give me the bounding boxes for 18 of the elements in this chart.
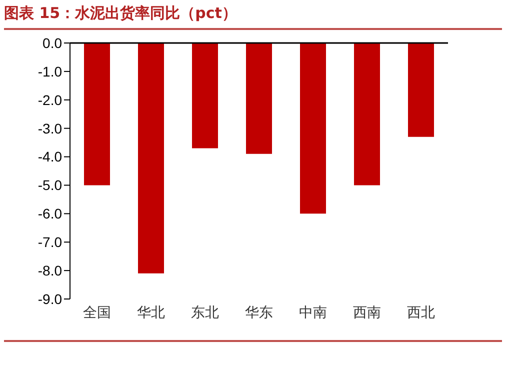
y-tick-label: 0.0 — [42, 34, 62, 51]
x-tick-label: 华北 — [137, 304, 165, 320]
y-tick-label: -1.0 — [38, 63, 62, 80]
y-tick-label: -6.0 — [38, 206, 62, 222]
y-tick-label: -9.0 — [38, 290, 62, 307]
x-tick-label: 中南 — [299, 304, 327, 320]
y-tick-label: -7.0 — [38, 234, 62, 250]
x-tick-label: 西北 — [407, 304, 435, 320]
y-tick-label: -4.0 — [38, 148, 62, 165]
x-tick-label: 东北 — [191, 304, 219, 320]
x-tick-label: 全国 — [83, 304, 111, 320]
x-tick-label: 华东 — [245, 304, 273, 320]
y-tick-label: -3.0 — [38, 120, 62, 136]
y-tick-label: -5.0 — [38, 177, 62, 194]
x-tick-label: 西南 — [353, 304, 381, 320]
y-tick-label: -2.0 — [38, 92, 62, 108]
y-tick-label: -8.0 — [38, 262, 62, 279]
chart-title: 图表 15：水泥出货率同比（pct） — [4, 4, 237, 23]
